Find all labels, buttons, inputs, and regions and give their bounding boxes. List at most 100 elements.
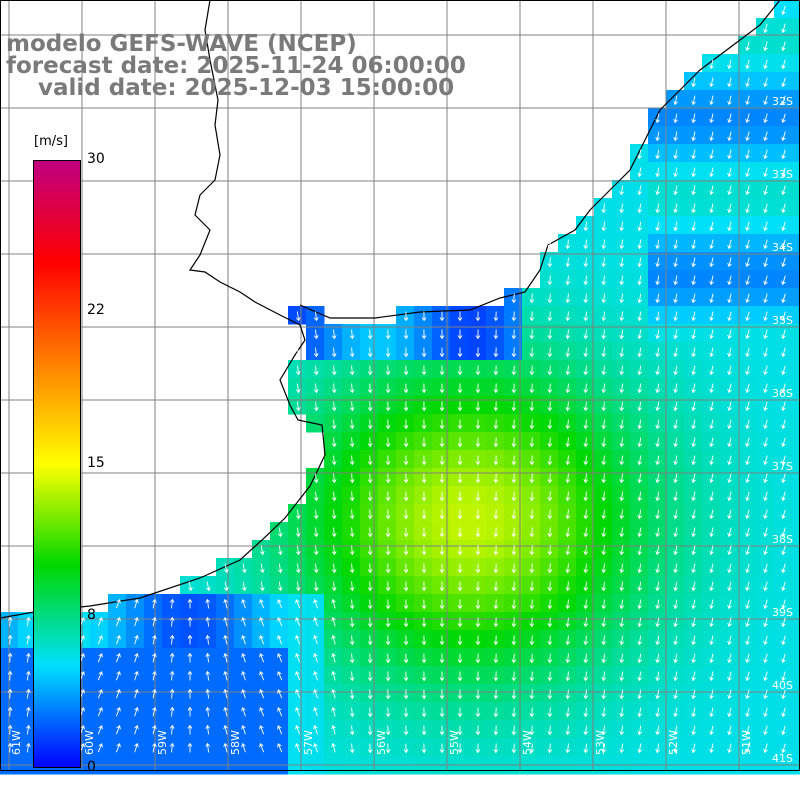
speed-cell bbox=[756, 324, 775, 343]
speed-cell bbox=[414, 414, 433, 433]
wind-arrow bbox=[619, 365, 625, 376]
speed-cell bbox=[738, 324, 757, 343]
speed-cell bbox=[396, 342, 415, 361]
wind-arrow bbox=[511, 437, 517, 448]
speed-cell bbox=[486, 342, 505, 361]
speed-cell bbox=[738, 234, 757, 253]
speed-cell bbox=[504, 612, 523, 631]
wind-arrow bbox=[457, 653, 463, 664]
speed-cell bbox=[396, 468, 415, 487]
speed-cell bbox=[738, 180, 757, 199]
wind-arrow bbox=[169, 724, 175, 735]
speed-cell bbox=[126, 612, 145, 631]
speed-cell bbox=[720, 342, 739, 361]
speed-cell bbox=[324, 540, 343, 559]
wind-arrow bbox=[637, 419, 643, 430]
wind-arrow bbox=[169, 652, 175, 663]
speed-cell bbox=[324, 396, 343, 415]
wind-arrow bbox=[763, 437, 768, 448]
wind-arrow bbox=[313, 598, 318, 609]
wind-arrow bbox=[511, 311, 517, 322]
wind-arrow bbox=[583, 743, 589, 754]
wind-arrow bbox=[763, 599, 768, 610]
speed-cell bbox=[378, 666, 397, 685]
wind-arrow bbox=[781, 131, 786, 142]
speed-cell bbox=[738, 702, 757, 721]
speed-cell bbox=[468, 504, 487, 523]
wind-arrow bbox=[727, 311, 732, 322]
speed-cell bbox=[738, 270, 757, 289]
speed-cell bbox=[324, 594, 343, 613]
speed-cell bbox=[792, 54, 800, 73]
wind-arrow bbox=[529, 689, 535, 700]
speed-cell bbox=[630, 558, 649, 577]
wind-arrow bbox=[205, 706, 211, 717]
speed-cell bbox=[738, 630, 757, 649]
wind-arrow bbox=[565, 329, 571, 340]
wind-arrow bbox=[385, 563, 391, 574]
wind-arrow bbox=[547, 347, 553, 358]
wind-arrow bbox=[7, 652, 13, 663]
wind-arrow bbox=[403, 545, 409, 556]
speed-cell bbox=[558, 378, 577, 397]
speed-cell bbox=[774, 54, 793, 73]
speed-cell bbox=[792, 198, 800, 217]
wind-arrow bbox=[709, 635, 714, 646]
wind-arrow bbox=[601, 455, 607, 466]
wind-arrow bbox=[224, 563, 229, 574]
speed-cell bbox=[180, 684, 199, 703]
wind-arrow bbox=[475, 455, 481, 466]
colorbar-tick-15: 15 bbox=[87, 455, 105, 471]
wind-arrow bbox=[385, 581, 391, 592]
speed-cell bbox=[234, 630, 253, 649]
speed-cell bbox=[702, 324, 721, 343]
wind-arrow bbox=[691, 689, 696, 700]
wind-arrow bbox=[367, 455, 373, 466]
speed-cell bbox=[630, 342, 649, 361]
speed-cell bbox=[198, 720, 217, 739]
wind-arrow bbox=[655, 527, 661, 538]
wind-arrow bbox=[763, 581, 768, 592]
wind-arrow bbox=[547, 473, 553, 484]
wind-arrow bbox=[727, 581, 732, 592]
wind-arrow bbox=[259, 635, 265, 645]
speed-cell bbox=[576, 468, 595, 487]
speed-cell bbox=[450, 558, 469, 577]
wind-arrow bbox=[169, 742, 175, 753]
colorbar bbox=[33, 160, 81, 768]
speed-cell bbox=[738, 72, 757, 91]
wind-arrow bbox=[565, 635, 571, 646]
speed-cell bbox=[468, 396, 487, 415]
speed-cell bbox=[594, 432, 613, 451]
wind-arrow bbox=[475, 527, 481, 538]
speed-cell bbox=[378, 738, 397, 757]
wind-arrow bbox=[25, 742, 31, 753]
wind-arrow bbox=[781, 545, 786, 556]
wind-arrow bbox=[619, 185, 625, 196]
speed-cell bbox=[774, 522, 793, 541]
wind-arrow bbox=[763, 221, 768, 232]
speed-cell bbox=[486, 612, 505, 631]
wind-arrow bbox=[655, 149, 661, 160]
speed-cell bbox=[108, 648, 127, 667]
wind-arrow bbox=[565, 455, 571, 466]
speed-cell bbox=[396, 684, 415, 703]
speed-cell bbox=[594, 198, 613, 217]
wind-arrow bbox=[601, 635, 607, 646]
speed-cell bbox=[576, 504, 595, 523]
speed-cell bbox=[252, 558, 271, 577]
speed-cell bbox=[684, 288, 703, 307]
wind-arrow bbox=[547, 599, 553, 610]
speed-cell bbox=[396, 738, 415, 757]
speed-cell bbox=[738, 216, 757, 235]
wind-arrow bbox=[403, 707, 409, 718]
wind-arrow bbox=[313, 329, 319, 340]
speed-cell bbox=[756, 648, 775, 667]
wind-arrow bbox=[259, 653, 265, 663]
speed-cell bbox=[360, 594, 379, 613]
wind-arrow bbox=[277, 725, 283, 735]
speed-cell bbox=[630, 198, 649, 217]
wind-arrow bbox=[25, 688, 31, 699]
speed-cell bbox=[576, 720, 595, 739]
speed-cell bbox=[684, 342, 703, 361]
